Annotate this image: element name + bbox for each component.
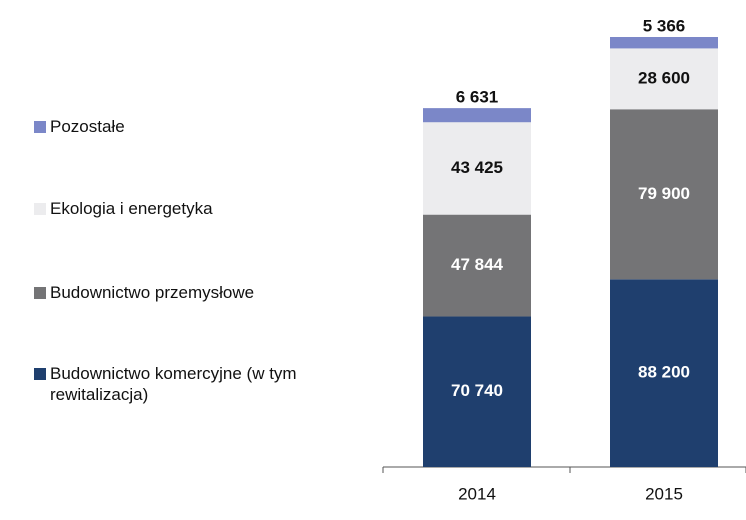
legend-swatch [34, 121, 46, 133]
bar-segment [610, 48, 718, 110]
legend-label: Budownictwo komercyjne (w tym rewitaliza… [50, 364, 297, 404]
legend-label: Pozostałe [50, 117, 125, 136]
value-label: 5 366 [643, 16, 686, 35]
bar-segment [423, 316, 531, 467]
bar-segment [423, 108, 531, 123]
value-label: 47 844 [451, 255, 504, 274]
legend-swatch [34, 203, 46, 215]
value-label: 79 900 [638, 184, 690, 203]
value-label: 88 200 [638, 363, 690, 382]
bar-segment [610, 109, 718, 280]
bar-segment [423, 214, 531, 317]
bar-segment [610, 37, 718, 49]
legend-item: Pozostałe [34, 116, 314, 137]
bar-segment [610, 279, 718, 467]
legend-label: Budownictwo przemysłowe [50, 283, 255, 302]
value-label: 70 740 [451, 381, 503, 400]
legend-item: Budownictwo przemysłowe [34, 282, 314, 303]
legend-label: Ekologia i energetyka [50, 199, 213, 218]
legend-swatch [34, 368, 46, 380]
x-tick-label: 2014 [458, 484, 496, 503]
legend-swatch [34, 287, 46, 299]
legend-item: Budownictwo komercyjne (w tym rewitaliza… [34, 363, 314, 405]
value-label: 43 425 [451, 158, 503, 177]
value-label: 6 631 [456, 88, 499, 107]
x-tick-label: 2015 [645, 484, 683, 503]
value-label: 28 600 [638, 68, 690, 87]
legend-item: Ekologia i energetyka [34, 198, 314, 219]
bar-segment [423, 122, 531, 215]
